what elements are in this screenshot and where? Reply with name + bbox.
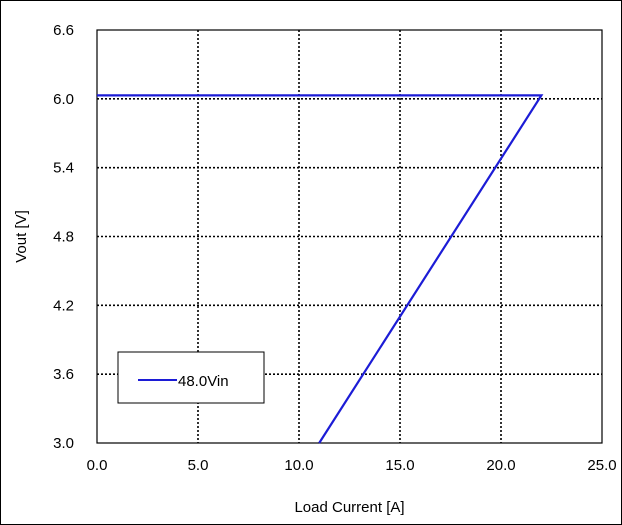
y-tick-label: 4.8: [53, 229, 74, 246]
x-tick-label: 15.0: [385, 457, 414, 474]
series-line-0: [97, 94, 544, 444]
y-tick-label: 6.0: [53, 91, 74, 108]
x-tick-label: 0.0: [87, 457, 108, 474]
x-tick-label: 10.0: [284, 457, 313, 474]
x-tick-label: 5.0: [188, 457, 209, 474]
x-tick-label: 25.0: [587, 457, 616, 474]
y-tick-label: 3.0: [53, 435, 74, 452]
y-axis-ticks: 3.0 3.6 4.2 4.8 5.4 6.0 6.6: [53, 22, 74, 452]
series-layer: [97, 94, 544, 444]
y-axis-title: Vout [V]: [13, 210, 30, 263]
y-tick-label: 4.2: [53, 297, 74, 314]
x-axis-ticks: 0.0 5.0 10.0 15.0 20.0 25.0: [87, 457, 617, 474]
plot-area: [96, 29, 603, 444]
legend: 48.0Vin: [117, 351, 265, 404]
grid-lines: [97, 30, 602, 443]
y-tick-label: 3.6: [53, 366, 74, 383]
legend-label-48vin: 48.0Vin: [178, 373, 229, 390]
y-tick-label: 6.6: [53, 22, 74, 39]
x-axis-title: Load Current [A]: [294, 499, 404, 516]
x-tick-label: 20.0: [486, 457, 515, 474]
y-tick-label: 5.4: [53, 160, 74, 177]
legend-box: [117, 351, 265, 404]
